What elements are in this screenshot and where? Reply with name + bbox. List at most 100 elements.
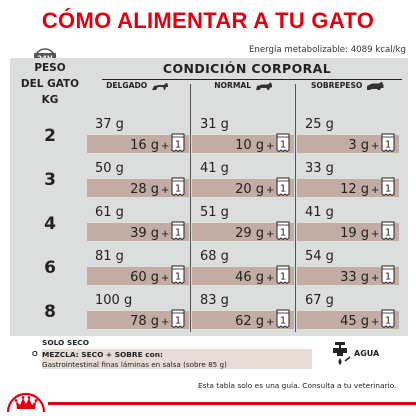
svg-text:1: 1 [175,316,181,327]
pouch-icon: 1 [171,265,185,285]
mix-dry-amount: 39 g [130,226,159,241]
energy-label: Energía metabolizable: 4089 kcal/kg [249,45,406,55]
ration-cell: 41 g 20 g +1 [192,157,294,200]
svg-text:1: 1 [175,272,181,283]
condition-title: CONDICIÓN CORPORAL [162,61,332,76]
dry-only-amount: 100 g [95,293,133,308]
mix-band [192,267,294,285]
overweight-cat-icon [367,82,384,90]
dry-only-amount: 83 g [200,293,229,308]
pouch-icon: 1 [276,133,290,153]
mix-band [297,223,399,241]
ration-cell: 61 g 39 g +1 [87,201,189,244]
plus-sign: + [371,314,379,329]
legend-or: O [32,349,38,358]
dry-only-amount: 68 g [200,249,229,264]
weight-value: 3 [44,170,56,190]
ration-cell: 81 g 60 g +1 [87,245,189,288]
pouch-icon: 1 [381,221,395,241]
condition-divider [102,79,402,80]
legend-solo-seco: SOLO SECO [42,338,89,347]
dry-only-amount: 37 g [95,117,124,132]
svg-text:1: 1 [280,316,286,327]
pouch-icon: 1 [381,133,395,153]
mix-dry-amount: 28 g [130,182,159,197]
plus-sign: + [266,314,274,329]
column-header-overweight: SOBREPESO [296,81,400,91]
plus-sign: + [161,314,169,329]
mix-band [192,179,294,197]
ration-cell: 67 g 45 g +1 [297,289,399,332]
plus-sign: + [266,226,274,241]
mix-band [297,179,399,197]
ration-cell: 51 g 29 g +1 [192,201,294,244]
mix-dry-amount: 78 g [130,314,159,329]
royal-canin-crown-logo [6,392,46,413]
dry-only-amount: 33 g [305,161,334,176]
mix-dry-amount: 46 g [235,270,264,285]
ration-cell: 68 g 46 g +1 [192,245,294,288]
page-title: CÓMO ALIMENTAR A TU GATO [41,8,375,33]
plus-sign: + [371,138,379,153]
svg-text:1: 1 [280,184,286,195]
column-header-normal: NORMAL [192,81,296,91]
weight-header-line: DEL GATO [20,78,80,90]
plus-sign: + [371,226,379,241]
dry-only-amount: 54 g [305,249,334,264]
mix-dry-amount: 45 g [340,314,369,329]
dry-only-amount: 41 g [200,161,229,176]
weight-value: 6 [44,258,56,278]
ration-cell: 31 g 10 g +1 [192,113,294,156]
mix-dry-amount: 62 g [235,314,264,329]
brand-red-line [48,402,416,405]
dry-only-amount: 50 g [95,161,124,176]
mix-dry-amount: 12 g [340,182,369,197]
legend-mix-band: MEZCLA: SECO + SOBRE con: Gastrointestin… [42,349,312,369]
ration-cell: 33 g 12 g +1 [297,157,399,200]
svg-text:1: 1 [385,228,391,239]
feeding-table-panel [10,58,408,336]
plus-sign: + [161,138,169,153]
weight-header-line: PESO [34,62,66,74]
dry-only-amount: 51 g [200,205,229,220]
ration-cell: 100 g 78 g +1 [87,289,189,332]
pouch-icon: 1 [171,309,185,329]
legend-mix-title: MEZCLA: SECO + SOBRE con: [42,350,163,359]
plus-sign: + [266,182,274,197]
dry-only-amount: 67 g [305,293,334,308]
mix-band [297,267,399,285]
mix-dry-amount: 3 g [348,138,369,153]
mix-band [192,135,294,153]
pouch-icon: 1 [171,221,185,241]
mix-dry-amount: 19 g [340,226,369,241]
svg-text:1: 1 [385,272,391,283]
water-label: AGUA [354,349,380,358]
svg-text:1: 1 [175,228,181,239]
plus-sign: + [266,270,274,285]
plus-sign: + [371,270,379,285]
ration-cell: 37 g 16 g +1 [87,113,189,156]
plus-sign: + [161,270,169,285]
mix-dry-amount: 29 g [235,226,264,241]
mix-band [87,179,189,197]
pouch-icon: 1 [276,177,290,197]
mix-band [297,135,399,153]
mix-dry-amount: 60 g [130,270,159,285]
dry-only-amount: 41 g [305,205,334,220]
pouch-icon: 1 [171,133,185,153]
mix-band [192,223,294,241]
svg-text:1: 1 [385,184,391,195]
ration-cell: 41 g 19 g +1 [297,201,399,244]
dry-only-amount: 61 g [95,205,124,220]
mix-band [192,311,294,329]
mix-dry-amount: 10 g [235,138,264,153]
svg-text:1: 1 [385,316,391,327]
weight-header-line: KG [41,94,59,106]
weight-header: PESO DEL GATO KG [14,60,86,108]
mix-dry-amount: 33 g [340,270,369,285]
plus-sign: + [371,182,379,197]
weight-value: 8 [44,302,56,322]
svg-text:1: 1 [385,140,391,151]
mix-band [87,223,189,241]
thin-cat-icon [151,83,168,90]
